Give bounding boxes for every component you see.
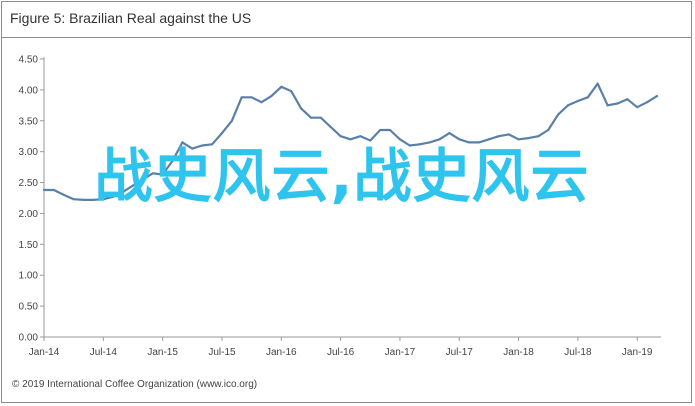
data-point — [181, 141, 184, 144]
data-point — [379, 128, 382, 132]
data-point — [655, 94, 659, 98]
data-point — [487, 138, 491, 141]
data-point — [112, 195, 115, 198]
data-point — [517, 138, 520, 141]
data-point — [477, 141, 481, 144]
data-point — [646, 101, 649, 104]
x-tick-label: Jan-18 — [503, 347, 534, 358]
x-tick-label: Jan-17 — [385, 347, 416, 358]
data-point — [636, 106, 639, 109]
data-point — [220, 132, 224, 135]
data-point — [260, 101, 263, 104]
data-point — [398, 138, 402, 141]
data-point — [161, 173, 164, 176]
y-tick-label: 1.00 — [19, 271, 39, 282]
data-point — [290, 90, 293, 93]
series-layer — [42, 82, 659, 201]
data-point — [151, 172, 154, 175]
y-tick-label: 4.50 — [19, 55, 39, 66]
data-point — [547, 128, 550, 132]
x-tick-label: Jan-15 — [147, 347, 178, 358]
data-point — [102, 198, 105, 201]
watermark-overlay-text: 战史风云,战史风云 — [94, 142, 590, 210]
x-tick-label: Jan-14 — [29, 347, 60, 358]
data-point — [557, 113, 560, 116]
data-point — [408, 144, 411, 147]
data-point — [626, 98, 629, 101]
data-point — [240, 96, 243, 99]
data-point — [448, 132, 451, 135]
data-point — [270, 94, 273, 98]
data-point — [329, 125, 332, 129]
x-tick-label: Jul-17 — [446, 347, 474, 358]
source-note: © 2019 International Coffee Organization… — [12, 379, 258, 390]
chart-title: Figure 5: Brazilian Real against the US — [10, 10, 252, 26]
y-axis: 0.00 0.50 1.00 1.50 2.00 2.50 3.00 3.50 4.00 4.50 — [19, 55, 45, 344]
y-tick-label: 3.00 — [19, 147, 39, 158]
y-tick-label: 0.50 — [19, 302, 39, 313]
data-point — [596, 82, 599, 85]
data-point — [299, 107, 303, 110]
data-point — [616, 102, 619, 105]
data-point — [131, 184, 135, 187]
data-point — [388, 128, 392, 132]
data-point — [72, 198, 75, 201]
x-tick-label: Jan-16 — [266, 347, 297, 358]
data-point — [171, 159, 174, 163]
x-tick-label: Jul-15 — [208, 347, 236, 358]
x-tick-label: Jul-14 — [90, 347, 118, 358]
data-point — [42, 188, 46, 192]
data-point — [201, 144, 204, 147]
data-point — [319, 116, 322, 119]
data-point — [507, 133, 510, 136]
x-tick-label: Jan-19 — [622, 347, 653, 358]
data-point — [527, 136, 530, 140]
y-tick-label: 2.50 — [19, 178, 39, 189]
data-point — [586, 96, 589, 99]
data-point — [566, 104, 570, 107]
data-point — [418, 143, 421, 146]
data-point — [428, 141, 431, 144]
data-point — [339, 135, 342, 138]
data-point — [121, 190, 125, 193]
data-point — [458, 138, 461, 141]
x-tick-label: Jul-16 — [327, 347, 355, 358]
data-point — [82, 198, 85, 201]
data-point — [438, 138, 441, 141]
data-point — [52, 188, 55, 192]
y-tick-label: 4.00 — [19, 85, 39, 96]
x-tick-label: Jul-18 — [564, 347, 592, 358]
data-point — [468, 141, 471, 144]
data-point — [191, 147, 194, 150]
data-point — [92, 198, 95, 201]
y-tick-label: 3.50 — [19, 116, 39, 127]
y-tick-label: 2.00 — [19, 209, 39, 220]
x-axis: Jan-14 Jul-14 Jan-15 Jul-15 Jan-16 Jul-16 Jan-… — [29, 336, 661, 358]
data-point — [576, 99, 580, 103]
data-point — [280, 85, 283, 88]
data-point — [606, 104, 609, 107]
line-chart: 0.00 0.50 1.00 1.50 2.00 2.50 3.00 3.50 4.00 4.50… — [19, 55, 661, 358]
data-point — [141, 178, 144, 181]
data-point — [250, 96, 253, 99]
data-point — [62, 193, 65, 197]
data-point — [537, 135, 540, 138]
title-divider — [2, 37, 691, 38]
data-point — [369, 139, 372, 142]
y-tick-label: 1.50 — [19, 240, 39, 251]
y-tick-label: 0.00 — [19, 333, 39, 344]
data-point — [230, 119, 233, 122]
data-point — [359, 135, 362, 138]
data-point — [497, 135, 500, 138]
data-point — [309, 116, 313, 119]
data-point — [210, 143, 214, 146]
data-point — [349, 138, 352, 141]
